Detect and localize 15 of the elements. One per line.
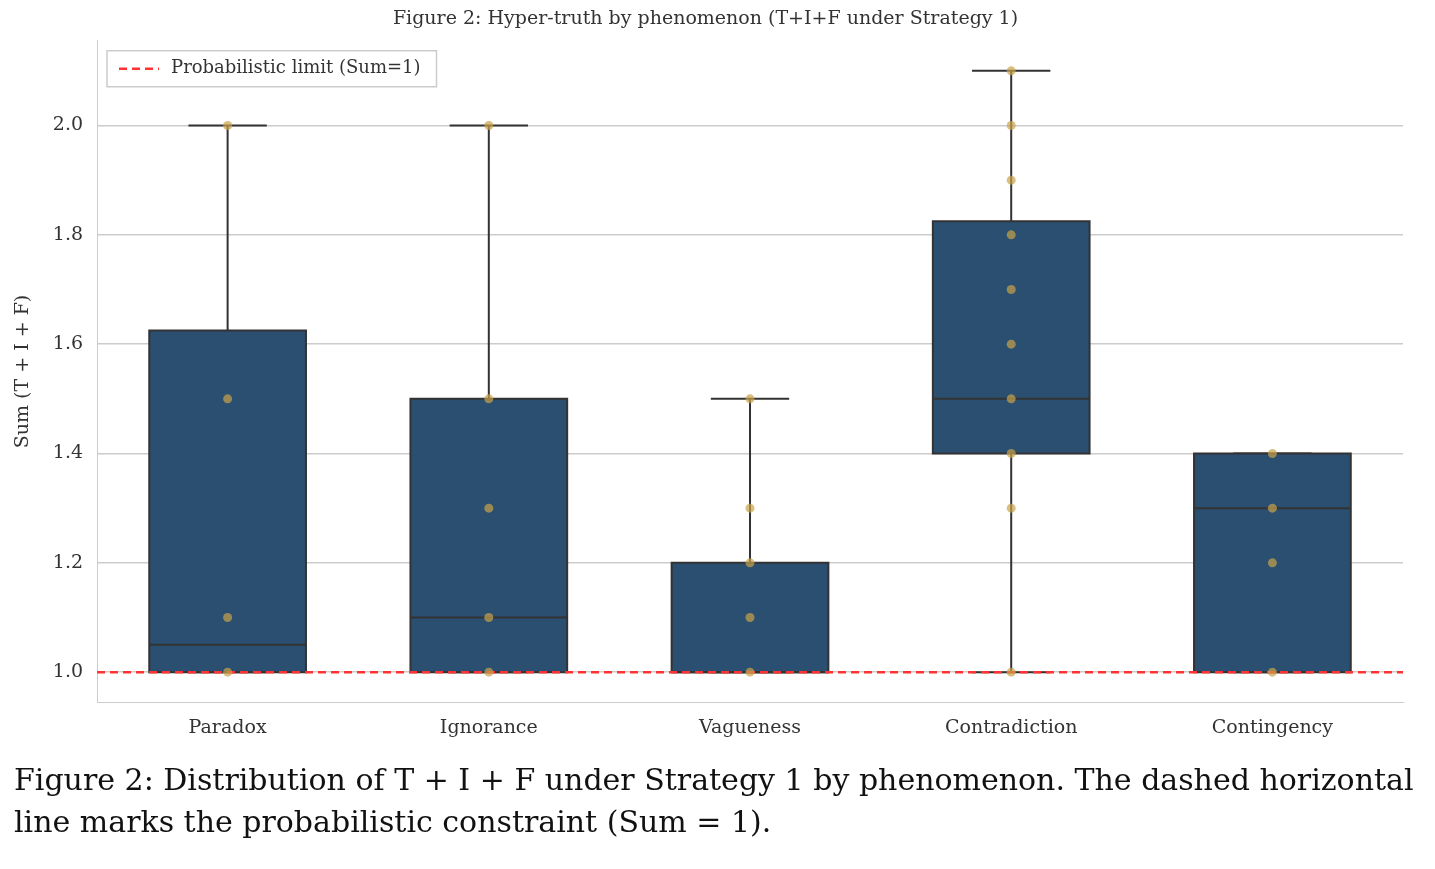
y-axis-title: Sum (T + I + F) bbox=[10, 294, 33, 449]
caption: Figure 2: Distribution of T + I + F under Strategy 1 by phenomenon. The dashed horizontal line marks the probabilistic constraint (Sum = 1). bbox=[13, 761, 1415, 841]
x-tick-label: Paradox bbox=[188, 714, 267, 737]
x-tick-label: Contingency bbox=[1211, 714, 1334, 737]
x-tick-label: Vagueness bbox=[698, 714, 801, 737]
y-tick-label: 1.4 bbox=[52, 440, 84, 463]
y-tick-label: 1.0 bbox=[52, 659, 84, 682]
chart-title: Figure 2: Hyper-truth by phenomenon (T+I+F under Strategy 1) bbox=[392, 6, 1019, 29]
y-tick-label: 1.8 bbox=[52, 221, 84, 244]
x-tick-label: Contradiction bbox=[944, 714, 1078, 737]
y-tick-label: 1.6 bbox=[52, 331, 84, 354]
y-tick-label: 1.2 bbox=[52, 549, 84, 572]
x-tick-label: Ignorance bbox=[439, 714, 538, 737]
legend-label: Probabilistic limit (Sum=1) bbox=[171, 56, 421, 78]
y-tick-label: 2.0 bbox=[52, 112, 84, 135]
